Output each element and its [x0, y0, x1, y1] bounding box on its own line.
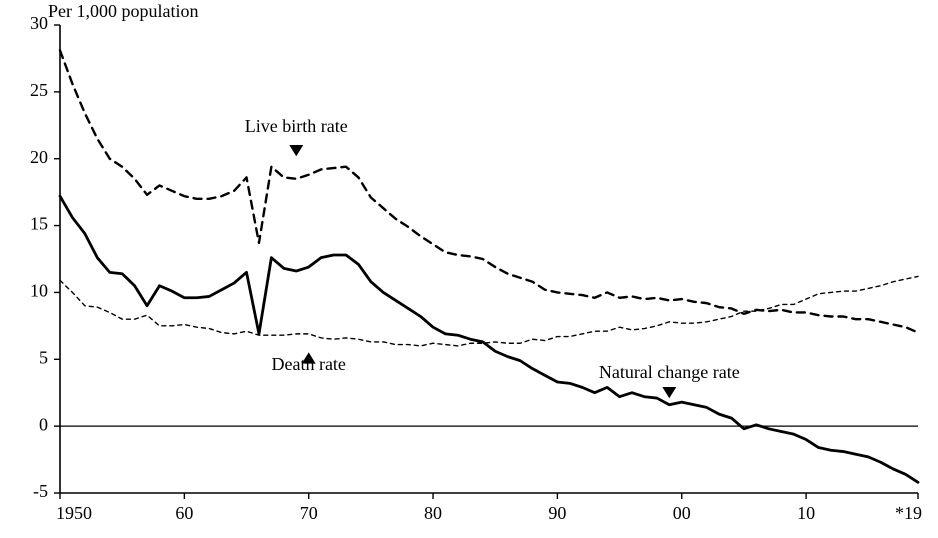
- x-tick-label: 80: [424, 503, 442, 523]
- y-tick-label: 0: [39, 414, 48, 434]
- series-label-live_birth_rate: Live birth rate: [245, 116, 348, 136]
- y-tick-label: 20: [30, 147, 48, 167]
- x-tick-label: 1950: [56, 503, 92, 523]
- x-tick-label: 00: [673, 503, 691, 523]
- plot-background: [0, 0, 938, 538]
- y-tick-label: 25: [30, 80, 48, 100]
- x-tick-label: *19: [895, 503, 922, 523]
- line-chart: -5 0 5 10 15 20 25 30Per 1,000 population 1950 60…: [0, 0, 938, 538]
- y-tick-label: 10: [30, 281, 48, 301]
- x-tick-label: 70: [300, 503, 318, 523]
- series-label-natural_change_rate: Natural change rate: [599, 362, 740, 382]
- x-tick-label: 90: [548, 503, 566, 523]
- y-tick-label: 30: [30, 13, 48, 33]
- x-tick-label: 10: [797, 503, 815, 523]
- y-tick-label: 15: [30, 214, 48, 234]
- y-tick-label: -5: [33, 481, 48, 501]
- x-tick-label: 60: [175, 503, 193, 523]
- y-tick-label: 5: [39, 347, 48, 367]
- y-axis-title: Per 1,000 population: [48, 1, 199, 21]
- chart-container: -5 0 5 10 15 20 25 30Per 1,000 population 1950 60…: [0, 0, 938, 538]
